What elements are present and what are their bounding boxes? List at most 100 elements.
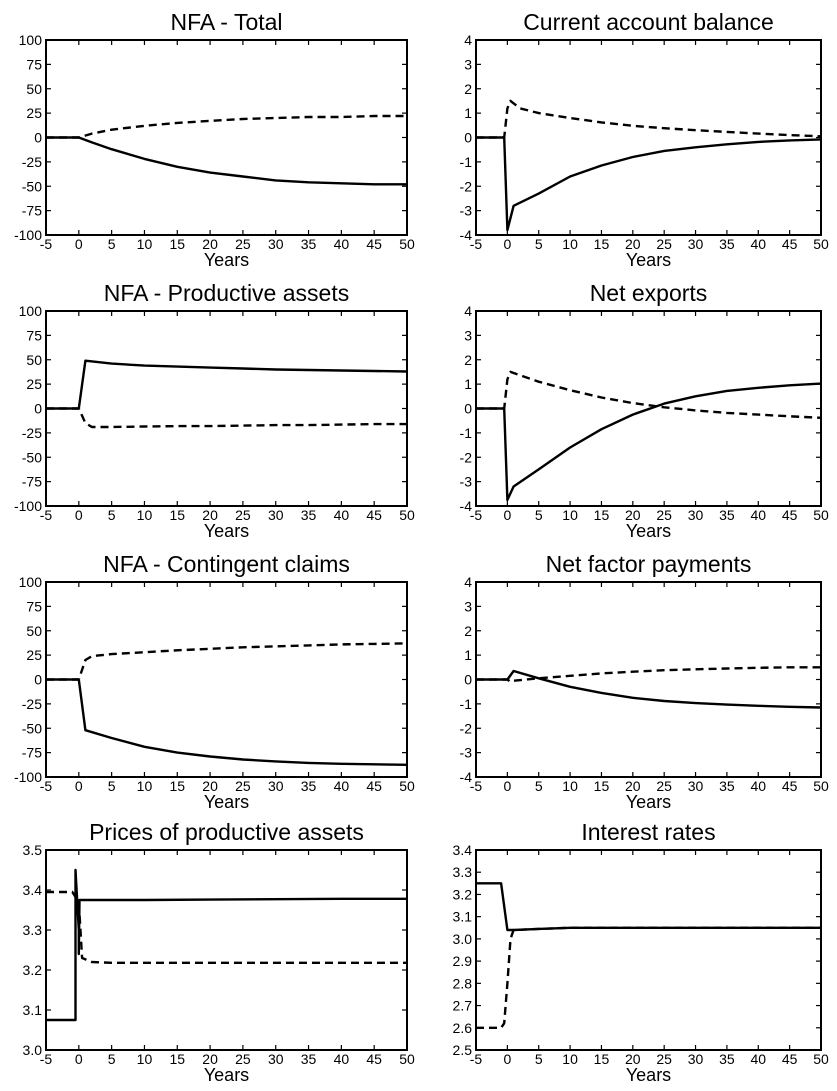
x-tick-label: -5: [40, 507, 53, 523]
x-tick-label: 0: [503, 507, 511, 523]
x-tick-label: 15: [594, 507, 610, 523]
x-tick-label: 25: [656, 778, 672, 794]
y-tick-label: -100: [14, 498, 42, 514]
x-tick-label: 25: [235, 778, 251, 794]
x-tick-label: 35: [719, 778, 735, 794]
panel-8: Interest rates 3.4 3.3 3.2 3.1 3.0 2.9 2.8 2.7 2.…: [453, 819, 829, 1085]
x-tick-label: 45: [782, 1051, 798, 1067]
y-tick-label: 0: [464, 672, 472, 688]
y-tick-label: 3.2: [453, 886, 473, 902]
series-line-dashed: [46, 407, 407, 429]
y-tick-label: -75: [22, 745, 42, 761]
series-line-solid: [476, 669, 822, 709]
x-tick-label: 45: [366, 778, 382, 794]
x-tick-label: 15: [169, 507, 185, 523]
y-tick-label: 0: [34, 130, 42, 146]
y-tick-label: -1: [460, 696, 473, 712]
y-tick-label: 100: [19, 32, 43, 48]
x-tick-label: 35: [301, 236, 317, 252]
x-tick-label: 0: [75, 507, 83, 523]
y-tick-label: 4: [464, 303, 472, 319]
y-tick-label: 4: [464, 32, 472, 48]
y-tick-label: 0: [34, 672, 42, 688]
x-tick-label: -5: [470, 1051, 483, 1067]
x-tick-label: 25: [235, 1051, 251, 1067]
panel-title: NFA - Productive assets: [104, 280, 349, 306]
x-tick-label: 5: [108, 778, 116, 794]
series-line-dashed: [46, 642, 408, 681]
y-tick-label: 75: [26, 56, 42, 72]
x-tick-label: 30: [688, 1051, 704, 1067]
x-tick-label: 10: [562, 507, 578, 523]
x-tick-label: 50: [399, 778, 415, 794]
x-tick-label: 45: [366, 507, 382, 523]
x-tick-label: 45: [782, 778, 798, 794]
y-tick-label: 3.5: [23, 842, 43, 858]
y-tick-label: 2.9: [453, 953, 473, 969]
x-tick-label: 40: [334, 236, 350, 252]
x-tick-label: 5: [108, 1051, 116, 1067]
x-tick-label: 15: [594, 1051, 610, 1067]
y-tick-label: 3: [464, 327, 472, 343]
panel-title: Net factor payments: [546, 551, 752, 577]
series-line-solid: [46, 868, 407, 1022]
y-tick-label: -75: [22, 474, 42, 490]
x-tick-label: 50: [813, 778, 829, 794]
y-tick-label: 3.3: [453, 864, 473, 880]
y-tick-label: 3.3: [23, 922, 43, 938]
y-tick-label: -1: [460, 154, 473, 170]
x-tick-label: 35: [301, 507, 317, 523]
panel-title: Prices of productive assets: [89, 819, 364, 845]
x-tick-label: 0: [503, 778, 511, 794]
x-tick-label: 0: [75, 1051, 83, 1067]
series-line-dashed: [476, 99, 822, 139]
x-tick-label: 10: [137, 1051, 153, 1067]
x-tick-label: 20: [202, 778, 218, 794]
x-tick-label: -5: [470, 236, 483, 252]
y-tick-label: -25: [22, 425, 42, 441]
y-tick-label: 75: [26, 598, 42, 614]
x-tick-label: 25: [656, 507, 672, 523]
x-tick-label: 10: [137, 778, 153, 794]
series-line-solid: [46, 678, 408, 766]
panel-title: Net exports: [590, 280, 708, 306]
x-tick-label: 20: [625, 236, 641, 252]
plot-frame: [45, 39, 408, 236]
y-tick-label: 2: [464, 352, 472, 368]
x-tick-label: 0: [75, 778, 83, 794]
y-tick-label: -2: [460, 449, 473, 465]
x-tick-label: 15: [169, 1051, 185, 1067]
y-tick-label: 100: [19, 303, 43, 319]
y-tick-label: 50: [26, 623, 42, 639]
y-tick-label: -25: [22, 154, 42, 170]
panel-3: NFA - Productive assets1007550250-25-50-…: [14, 280, 415, 541]
x-tick-label: 50: [813, 236, 829, 252]
x-axis-label: Years: [204, 1065, 249, 1085]
y-tick-label: 25: [26, 105, 42, 121]
y-tick-label: -3: [460, 745, 473, 761]
x-tick-label: 40: [750, 507, 766, 523]
x-tick-label: 35: [301, 1051, 317, 1067]
x-tick-label: 50: [399, 1051, 415, 1067]
y-tick-label: 2.7: [453, 998, 473, 1014]
x-tick-label: 50: [813, 1051, 829, 1067]
series-line-dashed: [46, 114, 407, 139]
y-tick-label: 1: [464, 647, 472, 663]
x-tick-label: 45: [366, 1051, 382, 1067]
panel-title: NFA - Total: [170, 9, 282, 35]
x-tick-label: 0: [75, 236, 83, 252]
y-tick-label: -1: [460, 425, 473, 441]
x-tick-label: 50: [399, 236, 415, 252]
y-tick-label: -2: [460, 178, 473, 194]
x-tick-label: 15: [169, 236, 185, 252]
x-tick-label: 20: [625, 1051, 641, 1067]
y-tick-label: -100: [14, 769, 42, 785]
y-tick-label: 2: [464, 623, 472, 639]
plot-frame: [45, 310, 408, 507]
x-tick-label: -5: [470, 778, 483, 794]
x-tick-label: 15: [594, 778, 610, 794]
y-tick-label: -100: [14, 227, 42, 243]
x-tick-label: 30: [268, 778, 284, 794]
panel-title: NFA - Contingent claims: [103, 551, 350, 577]
